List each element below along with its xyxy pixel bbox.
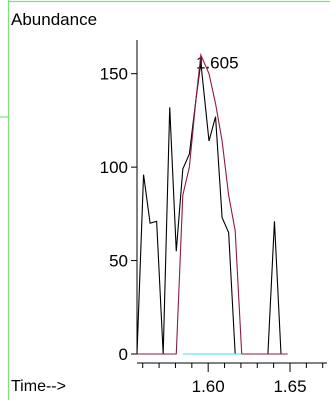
- x-tick-label: 1.65: [273, 377, 306, 396]
- y-tick-label: 150: [100, 65, 128, 84]
- series-group: [136, 52, 288, 355]
- y-tick-label: 100: [100, 158, 128, 177]
- y-tick-label: 50: [109, 252, 128, 271]
- x-ticks-group: 1.60 1.65: [142, 363, 324, 396]
- x-axis-label: Time-->: [11, 378, 66, 395]
- y-ticks-group: 0 50 100 150: [100, 65, 137, 364]
- peak-annotation: 1.605: [196, 53, 239, 72]
- y-tick-label: 0: [119, 345, 128, 364]
- series-purple-line: [137, 52, 288, 355]
- series-black-line: [136, 62, 288, 355]
- x-tick-label: 1.60: [192, 377, 225, 396]
- y-axis-label: Abundance: [11, 10, 97, 29]
